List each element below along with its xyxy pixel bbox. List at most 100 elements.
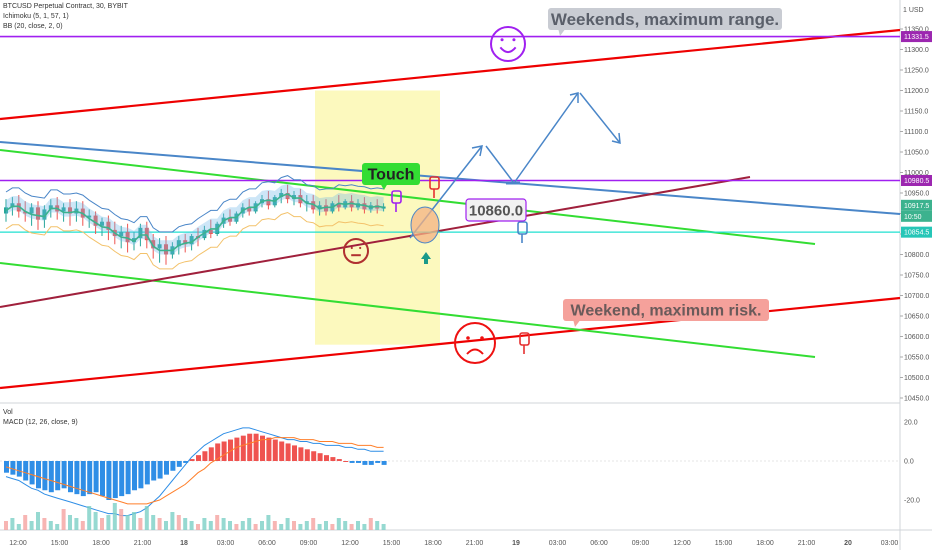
time-tick-label: 15:00 xyxy=(383,540,401,547)
volume-bar xyxy=(336,518,341,530)
time-tick-label: 18:00 xyxy=(424,540,442,547)
price-tick-label: 11300.0 xyxy=(904,47,929,54)
candle-body xyxy=(138,227,143,239)
time-tick-label: 06:00 xyxy=(258,540,276,547)
candle-body xyxy=(164,244,168,255)
macd-bar xyxy=(240,435,246,461)
macd-bar xyxy=(61,461,67,489)
candle-body xyxy=(349,201,354,208)
candle-body xyxy=(247,207,252,212)
time-tick-label: 18 xyxy=(180,540,188,547)
macd-bar xyxy=(272,439,278,461)
volume-bar xyxy=(61,509,66,530)
neutral-face-icon xyxy=(343,238,369,264)
callout-box xyxy=(465,198,527,222)
volume-bar xyxy=(330,524,335,530)
macd-bar xyxy=(125,461,131,495)
candle-body xyxy=(151,240,156,249)
arrowhead-down xyxy=(611,132,621,144)
price-tick-label: 10450.0 xyxy=(904,396,929,403)
price-tick-label: 11350.0 xyxy=(904,27,929,34)
face-mouth xyxy=(466,348,484,355)
volume-bar xyxy=(234,524,239,530)
face-eye xyxy=(512,38,516,42)
macd-bar xyxy=(170,461,176,471)
macd-bar xyxy=(368,461,374,465)
candle-body xyxy=(48,205,53,210)
volume-bar xyxy=(112,503,117,530)
macd-tick-label: 20.0 xyxy=(904,420,918,427)
price-tick-label: 11200.0 xyxy=(904,88,929,95)
face-outline xyxy=(454,322,496,364)
price-tick-label: 11050.0 xyxy=(904,150,929,157)
volume-bar xyxy=(164,521,168,530)
up-arrow-icon xyxy=(421,252,431,264)
candle-body xyxy=(23,211,28,214)
volume-bar xyxy=(74,518,79,530)
time-tick-label: 12:00 xyxy=(341,540,359,547)
candle-body xyxy=(16,203,21,212)
maroon-trend-line xyxy=(0,176,751,308)
face-mouth xyxy=(499,46,517,54)
price-badge-label: 10917.5 xyxy=(904,203,929,210)
macd-bar xyxy=(298,447,304,461)
macd-bar xyxy=(74,461,80,495)
macd-pane: 20.0 0.0 -20.0 xyxy=(0,420,920,530)
price-tick-label: 10600.0 xyxy=(904,334,929,341)
volume-bar xyxy=(48,521,53,530)
macd-bar xyxy=(23,461,29,481)
volume-bar xyxy=(202,518,207,530)
time-tick-label: 19 xyxy=(512,540,520,547)
macd-bar xyxy=(247,433,253,461)
bottom-note-callout-text: Weekend, maximum risk. xyxy=(571,303,762,320)
projection-arrow-segment xyxy=(485,145,515,184)
projection-arrow-segment xyxy=(579,92,621,144)
candle-body xyxy=(183,240,188,245)
macd-bar xyxy=(106,461,112,500)
price-tick-label: 10750.0 xyxy=(904,273,929,280)
price-tick-label: 11000.0 xyxy=(904,170,929,177)
macd-bar xyxy=(29,461,35,485)
price-tick-label: 10800.0 xyxy=(904,252,929,259)
macd-line xyxy=(5,427,384,517)
price-tick-label: 11250.0 xyxy=(904,68,929,75)
macd-bar xyxy=(80,461,86,497)
price-badge-label: 10:50 xyxy=(904,214,922,221)
candle-body xyxy=(100,221,104,226)
macd-bar xyxy=(176,461,182,467)
volume-bar xyxy=(55,524,60,530)
time-tick-label: 21:00 xyxy=(134,540,152,547)
price-tick-label: 11150.0 xyxy=(904,109,928,116)
macd-bar xyxy=(157,461,163,479)
macd-bar xyxy=(48,461,54,493)
macd-bar xyxy=(266,437,272,461)
macd-bar xyxy=(343,461,349,462)
candle-body xyxy=(228,217,232,222)
candle-body xyxy=(336,203,341,208)
face-eye xyxy=(480,336,484,340)
volume-bar xyxy=(170,512,175,530)
price-tick-label: 11100.0 xyxy=(904,129,928,136)
pointing-hand-icon xyxy=(391,190,402,212)
macd-bar xyxy=(253,433,259,461)
macd-bar xyxy=(349,461,355,463)
volume-bar xyxy=(80,521,85,530)
bollinger-legend: BB (20, close, 2, 0) xyxy=(3,23,63,30)
macd-bar xyxy=(234,437,240,461)
pointing-hand-icon xyxy=(519,332,530,354)
volume-bar xyxy=(106,515,111,530)
candle-body xyxy=(381,206,386,209)
volume-bar xyxy=(253,524,258,530)
price-badges: 11331.5 10980.5 10917.5 10:50 10854.5 xyxy=(901,31,932,238)
macd-bar xyxy=(356,461,361,463)
price-tick-label: 10550.0 xyxy=(904,355,929,362)
volume-bar xyxy=(16,524,21,530)
candle-body xyxy=(176,240,181,247)
symbol-title: BTCUSD Perpetual Contract, 30, BYBIT xyxy=(3,3,128,10)
volume-bar xyxy=(87,506,92,530)
volume-bar xyxy=(356,521,360,530)
volume-bar xyxy=(10,518,15,530)
face-eye xyxy=(350,246,353,250)
